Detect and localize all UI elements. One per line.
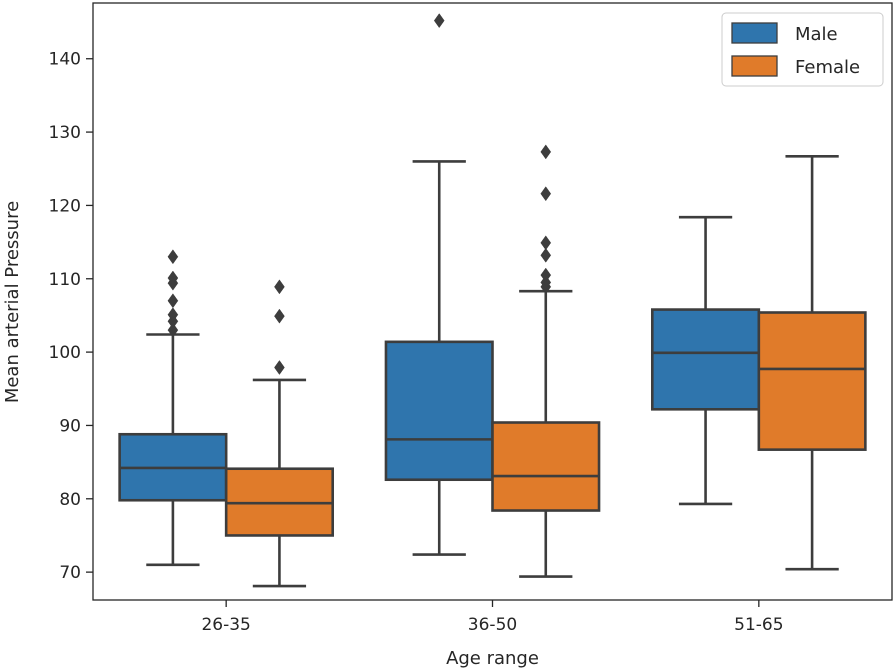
x-tick-label: 26-35 — [201, 615, 250, 635]
box-female — [491, 421, 601, 512]
y-axis: 70 80 90 100 110 120 130 140 — [49, 50, 93, 583]
legend-swatch-male — [731, 22, 778, 44]
legend-swatch-female — [731, 55, 778, 77]
legend-label-male: Male — [795, 24, 838, 45]
outlier-point — [540, 267, 552, 283]
box-group-male-51-65 — [650, 215, 761, 506]
outlier-point — [274, 279, 285, 295]
legend: Male Female — [721, 12, 884, 87]
outlier-point — [167, 293, 179, 309]
x-axis: 26-35 36-50 51-65 — [201, 600, 784, 635]
outlier-point — [540, 144, 552, 160]
outlier-point — [274, 308, 285, 324]
box-group-female-36-50 — [491, 144, 601, 578]
x-tick-label: 51-65 — [734, 615, 783, 635]
y-tick-label: 90 — [59, 416, 81, 436]
outlier-point — [167, 270, 179, 286]
plot-content — [118, 13, 867, 588]
box-male — [650, 308, 761, 411]
box-group-male-36-50 — [384, 13, 494, 556]
y-tick-label: 110 — [49, 270, 81, 290]
outlier-point — [540, 235, 552, 251]
x-axis-label: Age range — [446, 648, 539, 669]
box-male — [384, 340, 494, 482]
legend-label-female: Female — [795, 57, 860, 78]
box-group-female-26-35 — [224, 279, 335, 588]
box-group-female-51-65 — [757, 154, 867, 571]
x-tick-label: 36-50 — [468, 615, 517, 635]
box-female — [757, 311, 867, 451]
y-tick-label: 80 — [59, 490, 81, 510]
box-group-male-26-35 — [118, 249, 228, 567]
y-tick-label: 100 — [49, 343, 81, 363]
outlier-point — [540, 247, 552, 263]
y-tick-label: 140 — [49, 50, 81, 70]
outlier-point — [274, 360, 285, 375]
outlier-point — [433, 13, 445, 29]
y-axis-label: Mean arterial Pressure — [2, 201, 23, 403]
outlier-point — [167, 249, 179, 265]
y-tick-label: 130 — [49, 123, 81, 143]
outlier-point — [540, 186, 552, 202]
outlier-point — [167, 322, 179, 338]
y-tick-label: 70 — [59, 563, 81, 583]
y-tick-label: 120 — [49, 196, 81, 216]
outlier-point — [167, 307, 179, 323]
